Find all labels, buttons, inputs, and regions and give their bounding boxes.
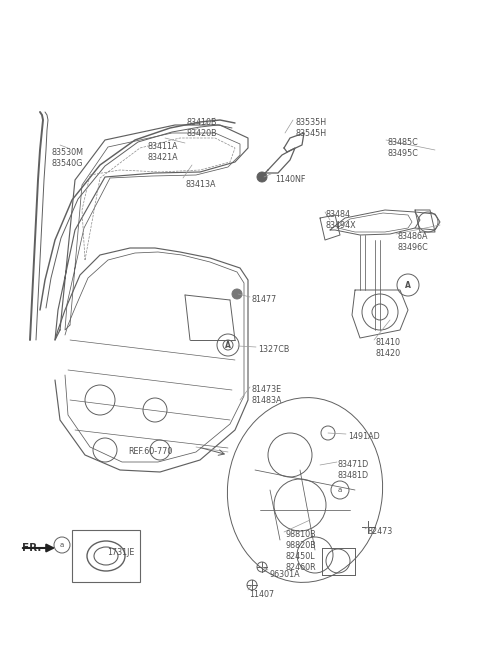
Text: a: a: [338, 487, 342, 493]
FancyBboxPatch shape: [72, 530, 140, 582]
Text: 98810B
98820B
82450L
82460R: 98810B 98820B 82450L 82460R: [286, 530, 317, 572]
Circle shape: [232, 289, 242, 299]
Text: FR.: FR.: [22, 543, 41, 553]
Text: 83413A: 83413A: [185, 180, 216, 189]
Text: 83410B
83420B: 83410B 83420B: [187, 118, 217, 138]
Text: A: A: [225, 340, 231, 350]
Text: 83484
83494X: 83484 83494X: [326, 210, 357, 230]
Text: 1140NF: 1140NF: [275, 175, 305, 184]
Text: 81473E
81483A: 81473E 81483A: [252, 385, 283, 405]
Text: 83535H
83545H: 83535H 83545H: [295, 118, 326, 138]
Text: 1491AD: 1491AD: [348, 432, 380, 441]
Text: 1731JE: 1731JE: [107, 548, 134, 557]
Text: REF.60-770: REF.60-770: [128, 447, 172, 456]
Text: 83411A
83421A: 83411A 83421A: [148, 142, 178, 162]
Circle shape: [257, 172, 267, 182]
Text: 81410
81420: 81410 81420: [376, 338, 401, 358]
Text: a: a: [60, 542, 64, 548]
Text: 83486A
83496C: 83486A 83496C: [398, 232, 429, 252]
Text: 83485C
83495C: 83485C 83495C: [388, 138, 419, 158]
Text: 1327CB: 1327CB: [258, 345, 289, 354]
Text: 83471D
83481D: 83471D 83481D: [338, 460, 369, 480]
Text: 83530M
83540G: 83530M 83540G: [52, 148, 84, 168]
Text: 11407: 11407: [249, 590, 274, 599]
Text: A: A: [405, 281, 411, 290]
Text: 82473: 82473: [368, 527, 393, 536]
Text: 96301A: 96301A: [270, 570, 300, 579]
Text: 81477: 81477: [252, 295, 277, 304]
